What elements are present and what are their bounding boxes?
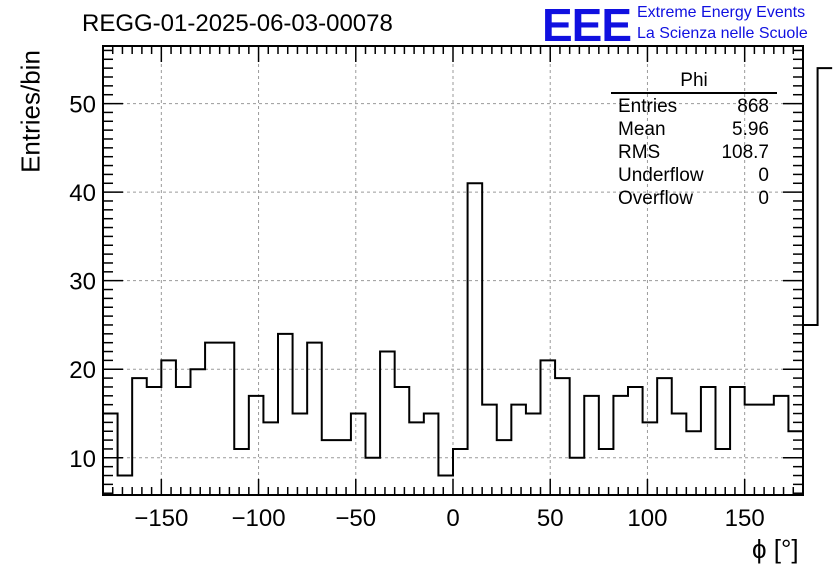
x-tick-label: 50 (537, 505, 564, 532)
logo-line-2: La Scienza nelle Scuole (637, 25, 808, 42)
stats-value: 0 (758, 188, 769, 209)
x-tick-label: −150 (134, 505, 188, 532)
stats-row-rms: RMS 108.7 (611, 141, 777, 164)
logo-line-1: Extreme Energy Events (637, 4, 806, 21)
x-tick-label: −50 (335, 505, 376, 532)
x-tick-label: 150 (725, 505, 765, 532)
stats-row-underflow: Underflow 0 (611, 164, 777, 187)
x-axis-label: ϕ [°] (752, 534, 799, 564)
stats-row-overflow: Overflow 0 (611, 187, 777, 210)
y-tick-label: 20 (69, 357, 96, 384)
stats-row-mean: Mean 5.96 (611, 118, 777, 141)
eee-logo: EEE (542, 0, 632, 51)
tick-labels: −150 −100 −50 0 50 100 150 10 20 30 40 50 (69, 92, 764, 532)
grid-lines (103, 46, 803, 495)
stats-label: RMS (618, 142, 661, 163)
y-tick-label: 40 (69, 180, 96, 207)
x-tick-label: −100 (232, 505, 286, 532)
stats-label: Entries (618, 96, 678, 117)
stats-divider (611, 92, 777, 94)
stats-box: Phi Entries 868 Mean 5.96 RMS 108.7 Unde… (611, 70, 777, 210)
axis-ticks (103, 46, 803, 495)
stats-value: 5.96 (732, 119, 769, 140)
stats-value: 0 (758, 165, 769, 186)
x-tick-label: 100 (627, 505, 667, 532)
x-tick-label: 0 (446, 505, 459, 532)
y-tick-label: 10 (69, 446, 96, 473)
stats-row-entries: Entries 868 (611, 95, 777, 118)
y-tick-label: 30 (69, 269, 96, 296)
chart-title: REGG-01-2025-06-03-00078 (82, 10, 393, 37)
y-axis-label: Entries/bin (15, 50, 46, 173)
stats-label: Mean (618, 119, 666, 140)
stats-label: Underflow (618, 165, 704, 186)
stats-value: 108.7 (721, 142, 769, 163)
stats-label: Overflow (618, 188, 693, 209)
y-tick-label: 50 (69, 92, 96, 119)
stats-value: 868 (737, 96, 769, 117)
histogram-line (103, 67, 833, 477)
stats-title: Phi (680, 70, 708, 91)
